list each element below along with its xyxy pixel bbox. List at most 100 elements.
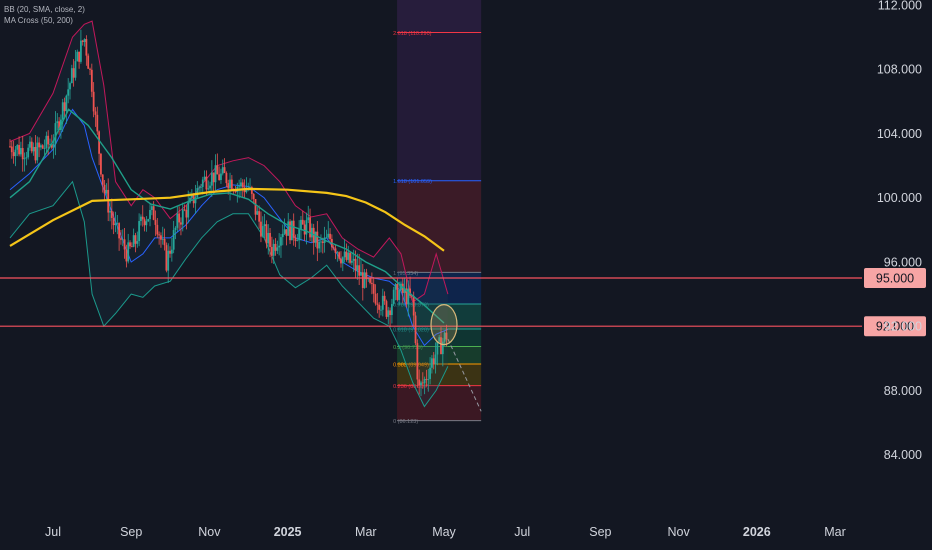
candle-body [261, 226, 264, 237]
candle-body [178, 213, 181, 223]
candle-body [152, 206, 155, 220]
x-axis-tick-label: Nov [667, 525, 690, 539]
candle-body [352, 258, 355, 261]
candle-body [70, 68, 73, 84]
candle-body [158, 234, 161, 236]
candle-body [121, 239, 124, 241]
candle-body [432, 358, 435, 365]
candle-body [112, 217, 115, 226]
candle-body [321, 241, 324, 244]
candle-body [421, 382, 424, 384]
candle-body [274, 243, 277, 251]
candle-body [181, 209, 184, 225]
candle-body [380, 309, 382, 311]
candle-body [103, 184, 106, 194]
candle-body [281, 233, 284, 238]
candle-body [50, 144, 53, 148]
candle-body [16, 145, 19, 150]
candle-body [307, 217, 310, 221]
candle-body [109, 210, 111, 213]
candle-body [180, 222, 182, 225]
candle-body [336, 252, 339, 254]
candle-body [416, 343, 419, 380]
candle-body [120, 238, 122, 240]
candle-body [285, 229, 288, 236]
candle-body [412, 295, 415, 316]
candle-body [141, 216, 144, 220]
candle-body [209, 185, 211, 189]
ma200-line [9, 187, 445, 252]
candle-body [341, 257, 344, 264]
candle-body [134, 235, 137, 244]
candle-body [150, 206, 153, 211]
candle-body [14, 149, 17, 157]
candle-body [223, 167, 226, 173]
candle-body [110, 210, 113, 218]
candle-body [270, 246, 273, 256]
y-axis-tick-label: 88.000 [884, 384, 922, 398]
candle-body [212, 172, 215, 183]
candle-body [149, 210, 151, 220]
candle-body [381, 295, 384, 310]
candle-body [12, 152, 15, 157]
candle-body [187, 202, 190, 218]
price-and-time-axes: 112.000 108.000 104.000 100.000 96.000 92.000… [45, 0, 922, 539]
projection-dashed-line [447, 338, 482, 412]
candle-body [443, 332, 446, 342]
candle-body [72, 68, 75, 78]
candle-body [347, 252, 350, 260]
candle-body [405, 288, 408, 305]
candle-body [431, 358, 433, 368]
candle-body [425, 378, 428, 380]
fib-level-label: 0.786 (93.379) [393, 303, 429, 309]
candle-body [283, 229, 286, 234]
candle-body [140, 216, 142, 222]
candle-body [25, 157, 28, 159]
candle-body [296, 240, 299, 242]
candle-body [163, 238, 166, 246]
candle-body [198, 187, 201, 189]
y-axis-tick-label: 104.000 [877, 127, 922, 141]
candle-body [409, 288, 411, 296]
candle-body [185, 209, 188, 218]
fib-zone [397, 304, 482, 329]
candle-body [78, 51, 80, 62]
candle-body [254, 199, 257, 215]
candle-body [256, 211, 259, 215]
candle-body [305, 220, 308, 235]
candle-body [250, 187, 253, 194]
candle-body [227, 183, 230, 189]
candle-body [294, 237, 297, 241]
candle-body [310, 227, 313, 238]
x-axis-tick-label: Jul [45, 525, 61, 539]
legend-ma-cross[interactable]: MA Cross (50, 200) [4, 16, 73, 25]
candle-body [183, 209, 186, 211]
candle-body [116, 223, 119, 224]
candle-body [438, 337, 441, 342]
candle-body [394, 284, 397, 290]
candle-body [210, 172, 213, 186]
horizontal-lines[interactable]: 95.000 92.000 [0, 268, 926, 337]
candle-body [21, 148, 24, 160]
candle-body [292, 220, 295, 238]
candle-body [58, 121, 60, 130]
annotations[interactable] [430, 303, 482, 412]
candle-body [161, 238, 164, 240]
candle-body [196, 188, 199, 198]
candle-body [434, 354, 437, 365]
candle-body [392, 289, 395, 305]
y-axis-tick-label: 112.000 [878, 0, 922, 13]
candle-body [345, 251, 348, 260]
candle-body [396, 284, 399, 300]
candle-body [221, 167, 224, 174]
candle-body [65, 95, 68, 112]
candle-body [174, 227, 177, 231]
candle-body [265, 224, 268, 244]
candle-body [167, 250, 170, 271]
candle-body [280, 237, 282, 246]
legend-bb[interactable]: BB (20, SMA, close, 2) [4, 5, 85, 14]
candle-body [360, 272, 362, 276]
candle-body [309, 217, 311, 238]
candle-body [303, 224, 306, 235]
